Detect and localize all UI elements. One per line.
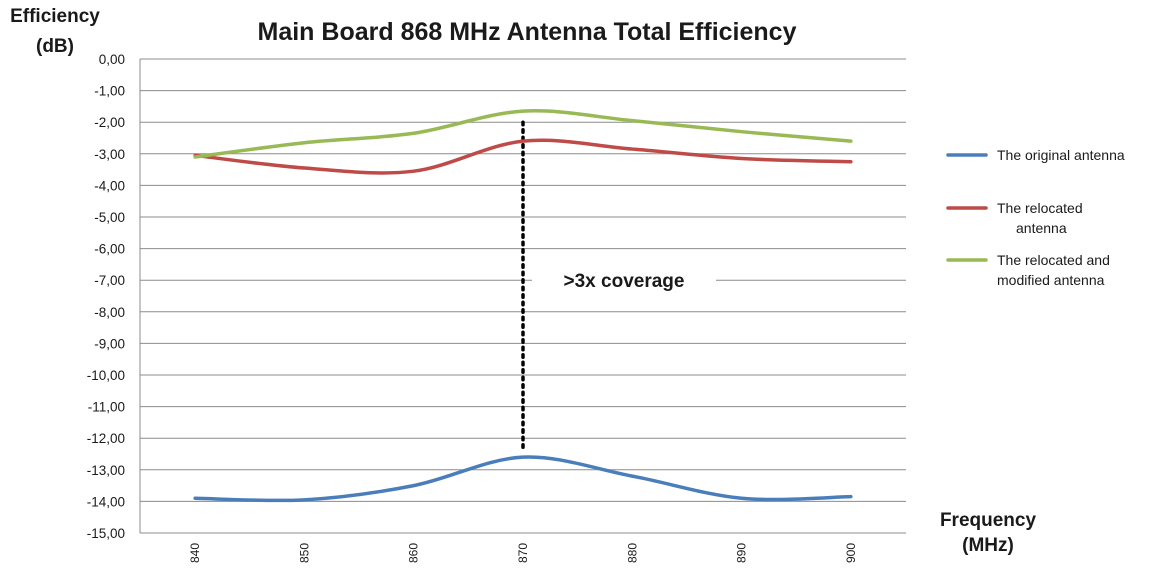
y-tick-label: -5,00 [94, 210, 125, 225]
x-tick-label: 850 [297, 543, 311, 563]
coverage-label: >3x coverage [564, 271, 685, 292]
coverage-annotation: >3x coverage [521, 120, 716, 450]
x-tick-labels: 840 850 860 870 880 890 900 [188, 543, 858, 563]
y-tick-label: -2,00 [94, 115, 125, 130]
x-tick-label: 900 [844, 543, 858, 563]
y-tick-label: -15,00 [87, 526, 125, 541]
x-axis-title: Frequency (MHz) [940, 510, 1037, 556]
legend-label-3: modified antenna [997, 272, 1105, 288]
series-lines [193, 109, 853, 503]
y-tick-label: -8,00 [94, 305, 125, 320]
x-tick-label: 890 [735, 543, 749, 563]
y-tick-label: -1,00 [94, 84, 125, 99]
y-tick-label: -12,00 [87, 431, 125, 446]
legend-label-1: The original antenna [997, 147, 1125, 163]
y-axis-title-line2: (dB) [36, 36, 74, 57]
legend: The original antenna The relocated antenna… [946, 147, 1125, 288]
series-line-1 [193, 455, 853, 503]
y-tick-label: -13,00 [87, 463, 125, 478]
y-axis-title: Efficiency (dB) [10, 6, 100, 57]
y-tick-label: -14,00 [87, 494, 125, 509]
y-tick-label: -9,00 [94, 336, 125, 351]
y-tick-label: -3,00 [94, 147, 125, 162]
y-tick-label: -10,00 [87, 368, 125, 383]
x-tick-label: 840 [188, 543, 202, 563]
y-tick-label: -4,00 [94, 178, 125, 193]
y-tick-label: -6,00 [94, 242, 125, 257]
y-axis-title-line1: Efficiency [10, 6, 100, 27]
x-axis-title-line2: (MHz) [962, 535, 1014, 556]
x-tick-label: 870 [516, 543, 530, 563]
x-tick-label: 860 [407, 543, 421, 563]
legend-label-2: antenna [1016, 220, 1067, 236]
legend-label-2: The relocated [997, 200, 1083, 216]
y-tick-label: -7,00 [94, 273, 125, 288]
y-tick-label: -11,00 [88, 400, 125, 415]
chart-title: Main Board 868 MHz Antenna Total Efficie… [258, 18, 797, 46]
coverage-label-box [532, 265, 716, 306]
y-tick-labels: 0,00 -1,00 -2,00 -3,00 -4,00 -5,00 -6,00 -7,00 -… [87, 52, 125, 541]
x-tick-label: 880 [625, 543, 639, 563]
y-tick-label: 0,00 [99, 52, 125, 67]
legend-label-3: The relocated and [997, 252, 1110, 268]
x-axis-title-line1: Frequency [940, 510, 1037, 531]
